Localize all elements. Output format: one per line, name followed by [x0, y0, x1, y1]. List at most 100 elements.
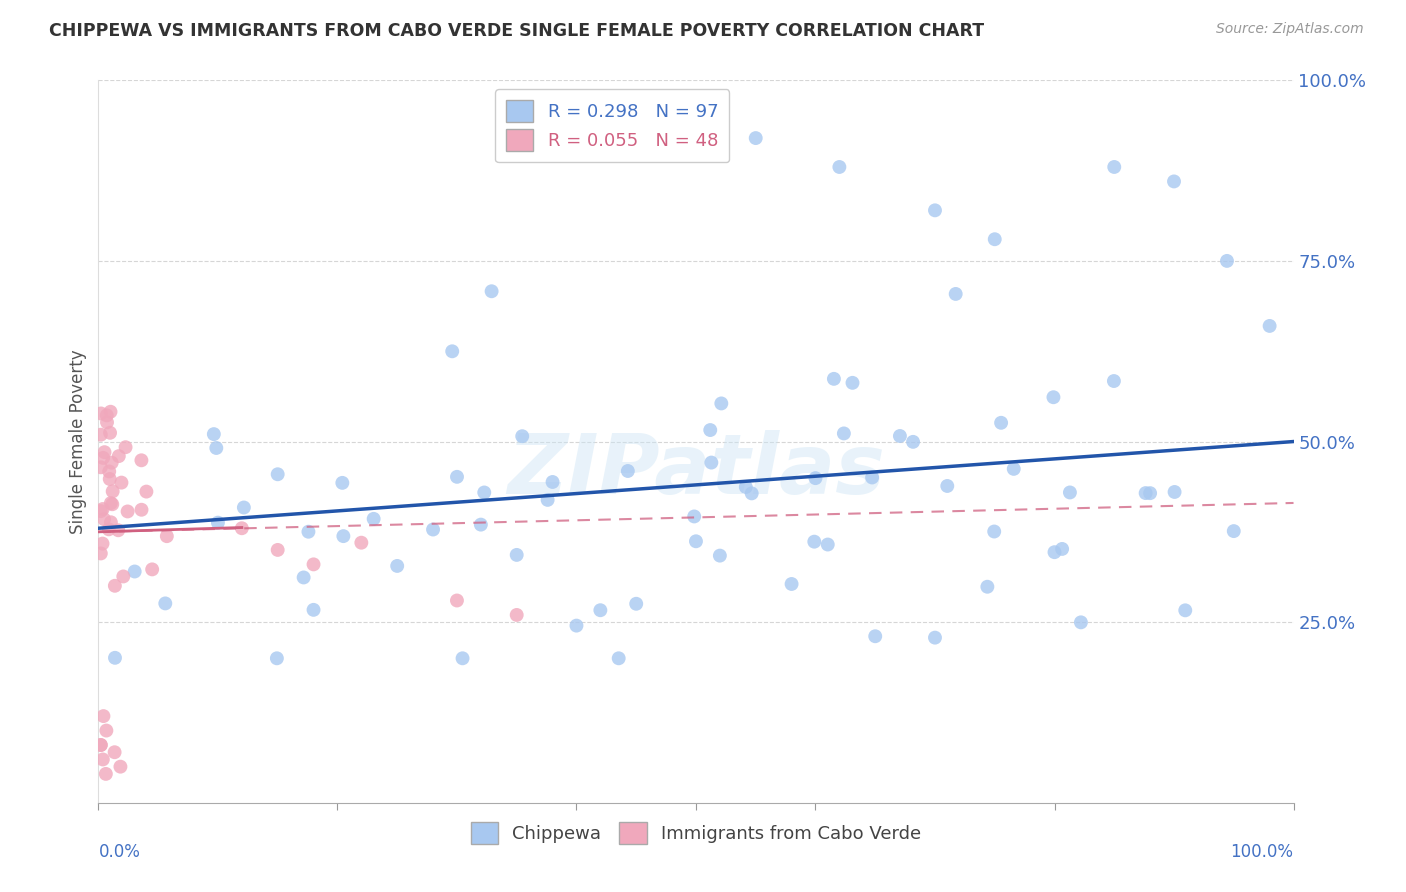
Point — [96, 409, 118, 423]
Point — [91, 536, 114, 550]
Point — [267, 542, 290, 557]
Point — [363, 512, 385, 526]
Point — [100, 456, 122, 470]
Point — [90, 738, 112, 752]
Point — [97, 522, 120, 536]
Point — [446, 470, 468, 484]
Point — [267, 467, 290, 482]
Point — [710, 396, 733, 410]
Point — [780, 577, 803, 591]
Point — [90, 407, 112, 421]
Point — [156, 529, 179, 543]
Point — [745, 131, 768, 145]
Point — [860, 470, 883, 484]
Point — [683, 509, 706, 524]
Point — [93, 445, 115, 459]
Point — [91, 502, 114, 516]
Point — [135, 484, 157, 499]
Point — [104, 650, 127, 665]
Y-axis label: Single Female Poverty: Single Female Poverty — [69, 350, 87, 533]
Point — [541, 475, 564, 489]
Point — [98, 472, 121, 486]
Point — [984, 232, 1007, 246]
Point — [626, 597, 648, 611]
Point — [536, 492, 558, 507]
Point — [983, 524, 1005, 539]
Legend: Chippewa, Immigrants from Cabo Verde: Chippewa, Immigrants from Cabo Verde — [464, 815, 928, 852]
Point — [207, 516, 229, 530]
Point — [101, 497, 124, 511]
Point — [205, 441, 228, 455]
Point — [232, 500, 254, 515]
Point — [589, 603, 612, 617]
Point — [100, 405, 122, 419]
Point — [90, 460, 112, 475]
Point — [607, 651, 630, 665]
Point — [297, 524, 319, 539]
Point — [110, 760, 132, 774]
Point — [734, 480, 756, 494]
Point — [100, 516, 122, 530]
Point — [699, 423, 721, 437]
Point — [451, 651, 474, 665]
Point — [90, 738, 112, 752]
Point — [709, 549, 731, 563]
Point — [385, 558, 409, 573]
Point — [93, 512, 115, 526]
Point — [90, 427, 112, 442]
Point — [90, 546, 112, 560]
Point — [131, 502, 153, 516]
Point — [1174, 603, 1197, 617]
Point — [93, 709, 115, 723]
Point — [107, 523, 129, 537]
Point — [1070, 615, 1092, 630]
Point — [741, 486, 763, 500]
Point — [832, 426, 855, 441]
Point — [472, 485, 495, 500]
Point — [1258, 318, 1281, 333]
Text: 0.0%: 0.0% — [98, 843, 141, 861]
Point — [155, 596, 177, 610]
Point — [112, 569, 135, 583]
Point — [565, 618, 588, 632]
Point — [330, 475, 353, 490]
Point — [1139, 486, 1161, 500]
Point — [976, 580, 998, 594]
Point — [901, 434, 924, 449]
Point — [332, 529, 354, 543]
Point — [441, 344, 464, 359]
Point — [91, 752, 114, 766]
Point — [685, 534, 707, 549]
Point — [470, 517, 492, 532]
Point — [1043, 545, 1066, 559]
Point — [700, 456, 723, 470]
Point — [114, 440, 136, 454]
Point — [1135, 486, 1157, 500]
Point — [1002, 462, 1025, 476]
Point — [98, 425, 121, 440]
Point — [446, 593, 468, 607]
Point — [945, 287, 967, 301]
Point — [96, 723, 118, 738]
Point — [817, 537, 839, 551]
Point — [1042, 390, 1064, 404]
Point — [90, 504, 112, 518]
Point — [104, 579, 127, 593]
Point — [110, 475, 132, 490]
Point — [924, 631, 946, 645]
Point — [292, 570, 315, 584]
Point — [865, 629, 887, 643]
Point — [1104, 160, 1126, 174]
Text: ZIPatlas: ZIPatlas — [508, 430, 884, 511]
Point — [617, 464, 640, 478]
Point — [1102, 374, 1125, 388]
Text: CHIPPEWA VS IMMIGRANTS FROM CABO VERDE SINGLE FEMALE POVERTY CORRELATION CHART: CHIPPEWA VS IMMIGRANTS FROM CABO VERDE S… — [49, 22, 984, 40]
Point — [936, 479, 959, 493]
Point — [124, 565, 146, 579]
Point — [94, 767, 117, 781]
Point — [101, 484, 124, 499]
Point — [131, 453, 153, 467]
Point — [1163, 485, 1185, 500]
Point — [1050, 541, 1073, 556]
Point — [96, 415, 118, 429]
